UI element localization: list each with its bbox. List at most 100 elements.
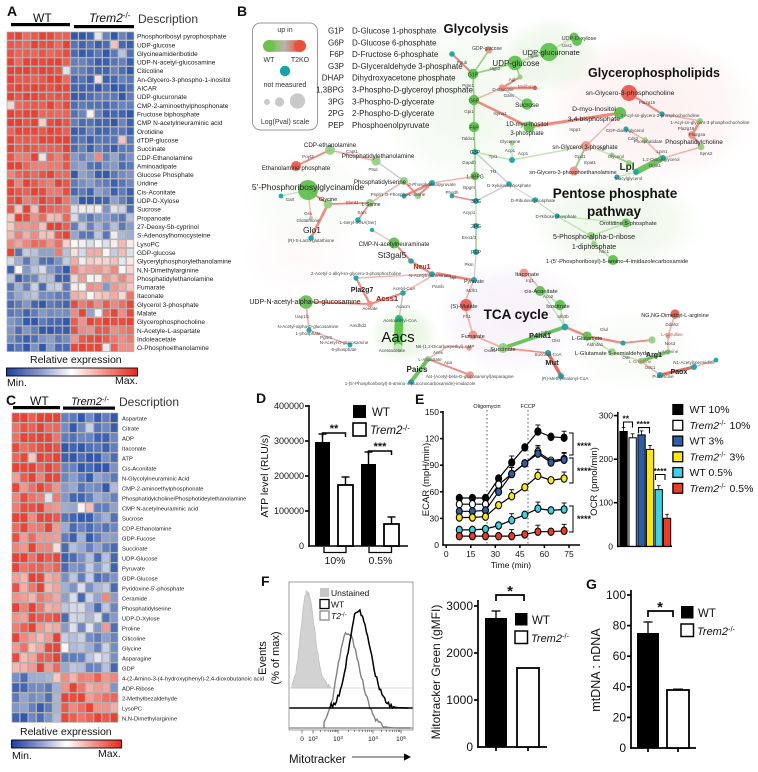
svg-text:Mitotracker Green (gMFI): Mitotracker Green (gMFI) [429, 605, 443, 740]
svg-text:102: 102 [308, 735, 318, 743]
svg-text:N-Acetyl-alpha-D-glucosamine: N-Acetyl-alpha-D-glucosamine [277, 324, 339, 329]
svg-text:2PG: 2PG [328, 109, 344, 118]
svg-text:GDP-Fucose: GDP-Fucose [122, 536, 156, 542]
svg-text:D-Fructose 6-phosphate: D-Fructose 6-phosphate [352, 50, 439, 59]
svg-text:Orotidine 5-phosphate: Orotidine 5-phosphate [599, 221, 656, 227]
svg-text:Glutathione: Glutathione [296, 218, 320, 223]
svg-text:WT: WT [532, 615, 550, 627]
svg-text:Pla2g4a: Pla2g4a [689, 132, 706, 137]
svg-text:GDP-Glucose: GDP-Glucose [122, 576, 158, 582]
svg-text:****: **** [637, 419, 651, 429]
svg-text:Trem2-/-: Trem2-/- [71, 395, 110, 409]
svg-text:Eno1/3: Eno1/3 [462, 235, 477, 240]
svg-text:ATP level (RLU/s): ATP level (RLU/s) [259, 434, 271, 517]
svg-text:Poyt2: Poyt2 [302, 154, 314, 159]
svg-text:Citrate: Citrate [122, 426, 139, 432]
svg-text:Pla2g15: Pla2g15 [639, 100, 656, 105]
svg-text:Relative expression: Relative expression [30, 354, 122, 366]
svg-text:80: 80 [613, 619, 627, 633]
svg-text:Acacm: Acacm [396, 304, 410, 309]
svg-text:Npl: Npl [450, 275, 457, 280]
svg-text:Phosphatidate: Phosphatidate [634, 139, 663, 144]
svg-text:CDP-ethanolamine: CDP-ethanolamine [304, 142, 357, 149]
svg-text:Pamb: Pamb [432, 284, 444, 289]
svg-text:Succinate: Succinate [122, 546, 147, 552]
svg-text:Mut: Mut [545, 358, 559, 367]
svg-text:Aldh4a1: Aldh4a1 [587, 342, 604, 347]
svg-text:Mdh1: Mdh1 [466, 288, 478, 293]
svg-text:Acyp1: Acyp1 [463, 210, 476, 215]
svg-text:P4ha1: P4ha1 [529, 331, 551, 340]
svg-text:Asparagine: Asparagine [122, 656, 151, 662]
svg-text:30: 30 [491, 549, 501, 559]
svg-text:Acetoacetate: Acetoacetate [379, 348, 406, 353]
svg-text:Glycerophosphocholine: Glycerophosphocholine [137, 319, 205, 326]
svg-text:Pyruvate: Pyruvate [464, 279, 484, 285]
svg-text:2-Acetyl-1-alkyl-sn-glycero-3-: 2-Acetyl-1-alkyl-sn-glycero-3-phosphocho… [311, 271, 402, 276]
svg-text:Glycerol 3-phosphate: Glycerol 3-phosphate [137, 302, 199, 309]
svg-text:WT 0.5%: WT 0.5% [690, 467, 733, 479]
svg-text:L-Glutamate 5-semialdehyde: L-Glutamate 5-semialdehyde [575, 351, 649, 357]
svg-text:Glycine: Glycine [319, 197, 337, 203]
svg-text:4-(2-Amino-3-(4-hydroxyphenyl): 4-(2-Amino-3-(4-hydroxyphenyl)-2,4-dioxo… [122, 676, 264, 682]
svg-text:0: 0 [299, 541, 304, 551]
svg-text:27-Deoxy-5b-cyprinol: 27-Deoxy-5b-cyprinol [137, 224, 199, 231]
svg-text:UDP-D-Xylose: UDP-D-Xylose [122, 616, 160, 622]
svg-text:15: 15 [466, 549, 476, 559]
svg-text:Odc1: Odc1 [645, 365, 656, 370]
svg-text:400000: 400000 [274, 401, 304, 411]
svg-text:UDP-Glucose: UDP-Glucose [122, 556, 157, 562]
svg-text:Lpl: Lpl [620, 162, 635, 173]
svg-text:N-Acetyl-D-glucosamine: N-Acetyl-D-glucosamine [320, 340, 369, 345]
svg-text:20: 20 [613, 710, 627, 724]
svg-text:T2KO: T2KO [291, 57, 310, 64]
svg-text:1-phosphate: 1-phosphate [295, 331, 321, 336]
svg-text:Itaconate: Itaconate [515, 272, 539, 278]
svg-text:Acetoacetyl-CoA: Acetoacetyl-CoA [383, 318, 417, 323]
svg-text:Pyruvate: Pyruvate [122, 566, 145, 572]
svg-text:Ddah2: Ddah2 [665, 322, 679, 327]
svg-text:Gpi1: Gpi1 [464, 109, 474, 114]
svg-text:Pla2g16: Pla2g16 [678, 126, 695, 131]
svg-text:WT 3%: WT 3% [690, 436, 724, 448]
svg-text:Description: Description [138, 12, 198, 26]
svg-text:GDP-glucose: GDP-glucose [137, 250, 176, 257]
svg-text:5'-Phosphoribosylglycinamide: 5'-Phosphoribosylglycinamide [252, 182, 364, 192]
svg-text:N-Acetylneuraminate: N-Acetylneuraminate [409, 273, 452, 278]
svg-text:Oxct1: Oxct1 [484, 348, 496, 353]
svg-text:1,3BPG: 1,3BPG [466, 175, 484, 181]
svg-text:**: ** [623, 414, 630, 424]
svg-text:Ceramide: Ceramide [122, 596, 147, 602]
svg-text:Phosphoribosyl pyrophosphate: Phosphoribosyl pyrophosphate [137, 34, 227, 41]
svg-text:Glycerone: Glycerone [500, 139, 521, 144]
svg-text:CMP N-acetylneuraminic acid: CMP N-acetylneuraminic acid [122, 506, 198, 512]
svg-text:10%: 10% [730, 420, 751, 432]
svg-text:(% of max): (% of max) [270, 631, 282, 684]
svg-text:1-(5'-Phosphoribosyl)-5-amino-: 1-(5'-Phosphoribosyl)-5-amino-4-(succino… [345, 381, 476, 386]
svg-text:DHAP: DHAP [322, 74, 344, 83]
svg-text:N,N-Dimethylarginine: N,N-Dimethylarginine [137, 267, 199, 274]
svg-text:CMP-2-aminoethylphosphonate: CMP-2-aminoethylphosphonate [137, 103, 229, 110]
svg-text:Glycine: Glycine [122, 646, 141, 652]
svg-text:Min.: Min. [7, 377, 27, 389]
svg-text:Max.: Max. [98, 748, 121, 760]
svg-text:Tkt: Tkt [490, 169, 497, 174]
svg-text:UDP-glucuronate: UDP-glucuronate [522, 48, 580, 57]
svg-text:Gss: Gss [304, 211, 313, 216]
svg-text:Inpp1: Inpp1 [569, 127, 581, 132]
svg-text:**: ** [330, 423, 339, 435]
svg-text:Pgub: Pgub [457, 60, 468, 65]
svg-text:N,N-Dimethylarginine: N,N-Dimethylarginine [122, 716, 177, 722]
svg-text:UDP-glucose: UDP-glucose [137, 42, 176, 49]
svg-text:An-Glycero-3-phospho-1-inosito: An-Glycero-3-phospho-1-inositol [137, 77, 231, 84]
svg-text:Pkm: Pkm [465, 262, 474, 267]
svg-text:90: 90 [430, 460, 440, 470]
svg-text:UDP-D-xylose: UDP-D-xylose [562, 36, 597, 42]
svg-text:Ptsd: Ptsd [368, 167, 378, 172]
svg-text:Triacylglycerol: Triacylglycerol [614, 176, 643, 181]
svg-text:F6P: F6P [469, 126, 479, 132]
svg-text:Relative expression: Relative expression [20, 726, 112, 738]
svg-text:1D-myo-Inositol: 1D-myo-Inositol [506, 122, 548, 128]
svg-text:WT: WT [33, 11, 52, 25]
svg-text:Trem2-/-: Trem2-/- [89, 11, 131, 25]
